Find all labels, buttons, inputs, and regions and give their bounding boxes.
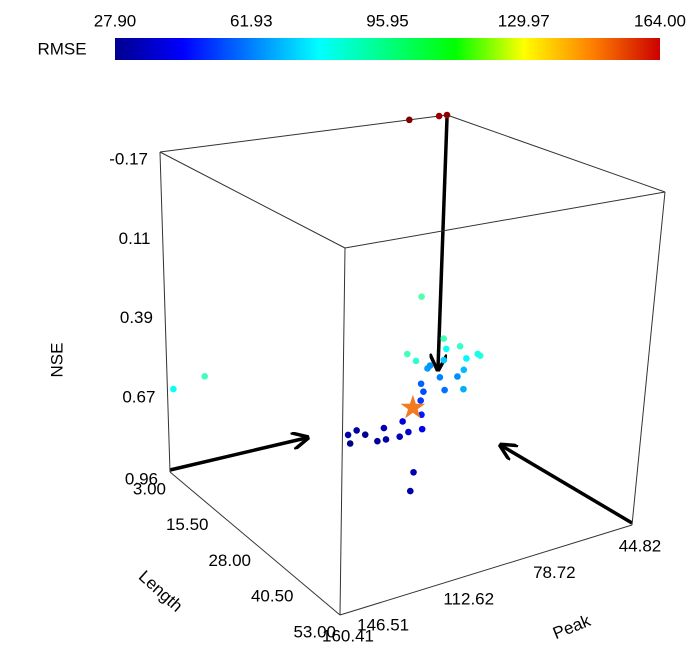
point — [443, 345, 450, 353]
point — [403, 350, 411, 358]
cube-edge — [159, 114, 448, 153]
point — [418, 293, 425, 301]
best-point — [400, 394, 426, 419]
point — [410, 468, 417, 476]
x-tick-label: 40.50 — [251, 587, 294, 606]
point — [399, 418, 406, 425]
cube-edge — [339, 247, 346, 616]
x-tick-label: 53.00 — [293, 622, 336, 641]
x-tick-label: 3.00 — [133, 479, 166, 498]
point — [456, 342, 464, 350]
point — [353, 427, 360, 434]
point — [406, 487, 414, 495]
z-tick-label: 0.39 — [120, 308, 153, 327]
arrow — [169, 438, 306, 472]
point — [418, 425, 426, 433]
colorbar-tick-label: 95.95 — [366, 11, 409, 30]
colorbar-tick-label: 27.90 — [94, 11, 137, 30]
point — [443, 111, 451, 119]
point — [382, 436, 390, 443]
cube-edge — [344, 191, 666, 249]
colorbar-tick-label: 61.93 — [230, 11, 273, 30]
point — [170, 385, 177, 393]
point — [396, 433, 403, 441]
x-tick-label: 28.00 — [208, 551, 251, 570]
x-axis-label: Length — [135, 567, 186, 616]
point — [412, 357, 420, 365]
z-tick-label: 0.67 — [122, 387, 155, 406]
point — [417, 380, 425, 388]
point — [474, 350, 481, 358]
z-tick-label: 0.11 — [119, 229, 151, 248]
point — [463, 355, 470, 362]
point — [426, 362, 434, 369]
y-tick-label: 112.62 — [443, 589, 494, 608]
y-tick-label: 44.82 — [619, 536, 662, 555]
point — [374, 437, 381, 445]
point — [201, 373, 208, 380]
cube-edge — [159, 151, 346, 249]
point — [441, 386, 448, 394]
y-tick-label: 160.41 — [322, 626, 374, 645]
point — [435, 112, 443, 120]
y-axis-label: Peak — [550, 611, 594, 643]
z-axis-label: NSE — [47, 343, 66, 378]
point — [454, 373, 461, 380]
cube-edge — [446, 114, 666, 193]
point — [346, 440, 354, 447]
z-tick-label: -0.17 — [109, 149, 148, 168]
y-tick-label: 78.72 — [533, 563, 576, 582]
cube-edge — [159, 151, 171, 473]
point — [436, 373, 444, 381]
arrow — [438, 117, 449, 368]
point — [406, 116, 413, 124]
colorbar — [115, 38, 660, 60]
arrow — [502, 446, 633, 525]
colorbar-label: RMSE — [37, 39, 86, 58]
point — [460, 366, 468, 374]
point — [440, 356, 448, 364]
cube-edge — [339, 524, 633, 616]
point — [361, 431, 369, 438]
point — [405, 428, 412, 436]
point — [420, 388, 427, 395]
point — [460, 385, 467, 393]
z-tick-label: 0.96 — [125, 469, 158, 488]
cube-edge — [169, 471, 341, 616]
point — [344, 431, 352, 439]
point — [417, 397, 424, 404]
y-tick-label: 146.51 — [357, 616, 409, 635]
colorbar-tick-label: 164.00 — [634, 11, 686, 30]
cube-edge — [631, 191, 666, 526]
point — [440, 335, 448, 342]
colorbar-tick-label: 129.97 — [498, 11, 550, 30]
point — [380, 424, 388, 432]
x-tick-label: 15.50 — [166, 515, 209, 534]
